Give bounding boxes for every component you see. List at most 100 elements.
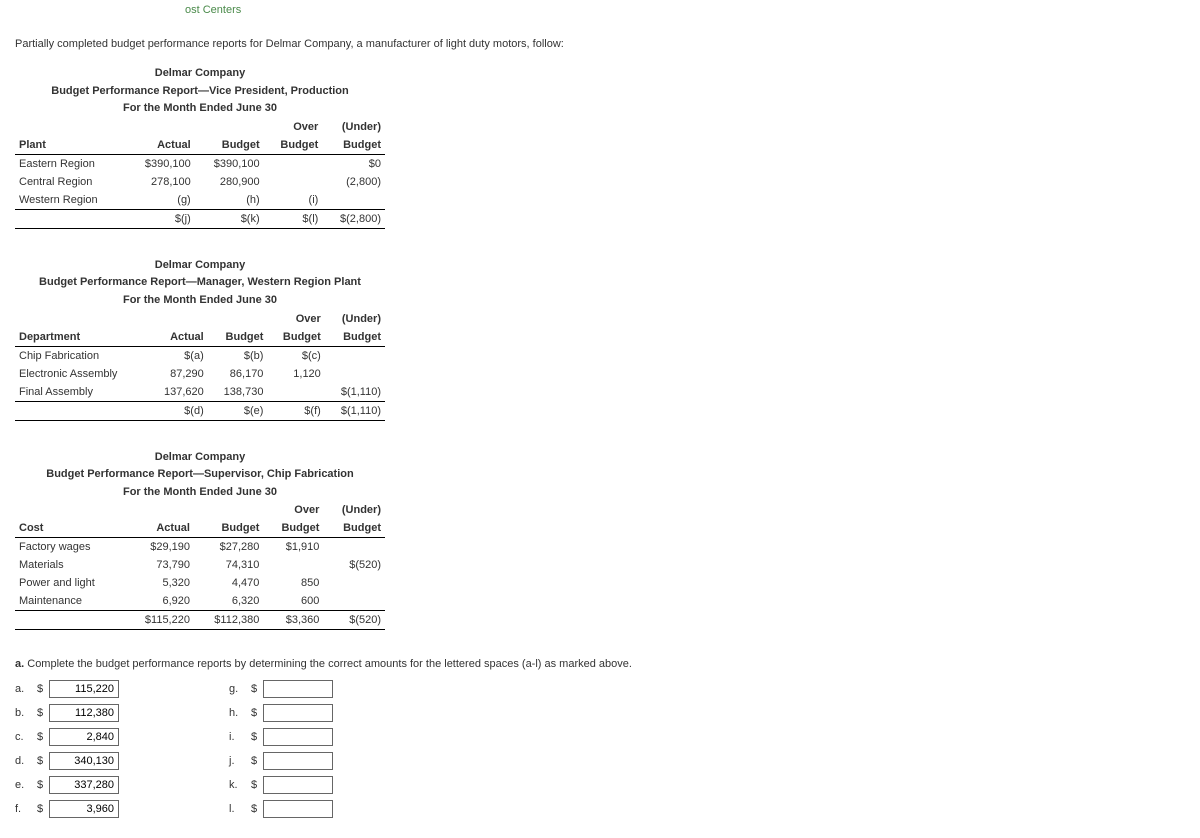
- answer-input[interactable]: [263, 680, 333, 698]
- table-cell: 278,100: [126, 173, 195, 191]
- table-cell: $(a): [148, 346, 208, 365]
- col-header: (Under): [325, 310, 385, 328]
- total-cell: $115,220: [125, 611, 194, 630]
- answer-input[interactable]: [49, 776, 119, 794]
- table-cell: $(b): [208, 346, 268, 365]
- col-header: Budget: [264, 136, 323, 155]
- answer-input[interactable]: [49, 800, 119, 818]
- answer-col-right: g.$h.$i.$j.$k.$l.$: [229, 680, 333, 818]
- answer-row: a.$: [15, 680, 119, 698]
- table-cell: Central Region: [15, 173, 126, 191]
- report2-company: Delmar Company: [15, 257, 385, 275]
- answer-input[interactable]: [263, 728, 333, 746]
- answer-row: h.$: [229, 704, 333, 722]
- dollar-sign: $: [37, 779, 45, 791]
- table-cell: $390,100: [195, 154, 264, 173]
- answer-input[interactable]: [49, 704, 119, 722]
- answer-label: d.: [15, 755, 33, 767]
- answer-row: e. $: [15, 776, 119, 794]
- answer-row: i.$: [229, 728, 333, 746]
- table-cell: 1,120: [267, 365, 324, 383]
- table-cell: 138,730: [208, 383, 268, 402]
- answer-input[interactable]: [263, 800, 333, 818]
- table-cell: Western Region: [15, 191, 126, 210]
- answer-input[interactable]: [263, 704, 333, 722]
- col-header: Budget: [267, 328, 324, 347]
- answer-input[interactable]: [49, 680, 119, 698]
- report1-body: Eastern Region$390,100$390,100$0Central …: [15, 154, 385, 209]
- answer-input[interactable]: [263, 776, 333, 794]
- report-vp-production: Delmar Company Budget Performance Report…: [15, 65, 1185, 229]
- col-header: Cost: [15, 519, 125, 538]
- table-cell: Factory wages: [15, 538, 125, 557]
- col-header: Budget: [263, 519, 323, 538]
- top-link[interactable]: ost Centers: [15, 0, 1185, 20]
- table-cell: $27,280: [194, 538, 263, 557]
- dollar-sign: $: [251, 683, 259, 695]
- answer-label: f.: [15, 803, 33, 815]
- report-chip-fabrication: Delmar Company Budget Performance Report…: [15, 449, 1185, 631]
- report2-body: Chip Fabrication$(a)$(b)$(c)Electronic A…: [15, 346, 385, 401]
- answer-label: e.: [15, 779, 33, 791]
- col-header: Over: [263, 501, 323, 519]
- table-cell: $(1,110): [325, 383, 385, 402]
- table-cell: [325, 365, 385, 383]
- intro-text: Partially completed budget performance r…: [15, 38, 1185, 50]
- col-header: Actual: [126, 136, 195, 155]
- answer-label: h.: [229, 707, 247, 719]
- dollar-sign: $: [251, 803, 259, 815]
- answer-label: k.: [229, 779, 247, 791]
- table-cell: Chip Fabrication: [15, 346, 148, 365]
- total-cell: $(d): [148, 401, 208, 420]
- table-cell: 137,620: [148, 383, 208, 402]
- table-cell: 73,790: [125, 556, 194, 574]
- table-cell: 87,290: [148, 365, 208, 383]
- table-cell: 280,900: [195, 173, 264, 191]
- table-cell: 74,310: [194, 556, 263, 574]
- table-cell: 6,320: [194, 592, 263, 611]
- table-cell: 600: [263, 592, 323, 611]
- table-cell: [323, 538, 385, 557]
- col-header: Over: [264, 118, 323, 136]
- table-cell: [323, 592, 385, 611]
- dollar-sign: $: [37, 707, 45, 719]
- total-cell: $3,360: [263, 611, 323, 630]
- table-cell: Final Assembly: [15, 383, 148, 402]
- col-header: Budget: [208, 328, 268, 347]
- col-header: Budget: [195, 136, 264, 155]
- answer-input[interactable]: [49, 752, 119, 770]
- answer-row: f.$: [15, 800, 119, 818]
- answer-label: c.: [15, 731, 33, 743]
- col-header: Over: [267, 310, 324, 328]
- report1-title: Budget Performance Report—Vice President…: [15, 83, 385, 101]
- report3-period: For the Month Ended June 30: [15, 484, 385, 502]
- col-header: Actual: [148, 328, 208, 347]
- answer-row: b. $: [15, 704, 119, 722]
- answer-row: j.$: [229, 752, 333, 770]
- answer-input[interactable]: [49, 728, 119, 746]
- table-cell: [267, 383, 324, 402]
- table-cell: Materials: [15, 556, 125, 574]
- table-cell: $390,100: [126, 154, 195, 173]
- answer-row: l.$: [229, 800, 333, 818]
- table-cell: (g): [126, 191, 195, 210]
- answer-label: b.: [15, 707, 33, 719]
- table-cell: 6,920: [125, 592, 194, 611]
- table-cell: 86,170: [208, 365, 268, 383]
- question-text: Complete the budget performance reports …: [27, 658, 632, 670]
- table-cell: $1,910: [263, 538, 323, 557]
- col-header: Actual: [125, 519, 194, 538]
- table-cell: $0: [322, 154, 385, 173]
- table-cell: 4,470: [194, 574, 263, 592]
- answer-label: g.: [229, 683, 247, 695]
- table-cell: Power and light: [15, 574, 125, 592]
- table-cell: $(c): [267, 346, 324, 365]
- answer-input[interactable]: [263, 752, 333, 770]
- answer-col-left: a.$b.$c.$d.$e.$f.$: [15, 680, 119, 818]
- answer-row: d. $: [15, 752, 119, 770]
- col-header: (Under): [323, 501, 385, 519]
- table-cell: (2,800): [322, 173, 385, 191]
- col-header: Budget: [322, 136, 385, 155]
- dollar-sign: $: [37, 755, 45, 767]
- total-cell: $(e): [208, 401, 268, 420]
